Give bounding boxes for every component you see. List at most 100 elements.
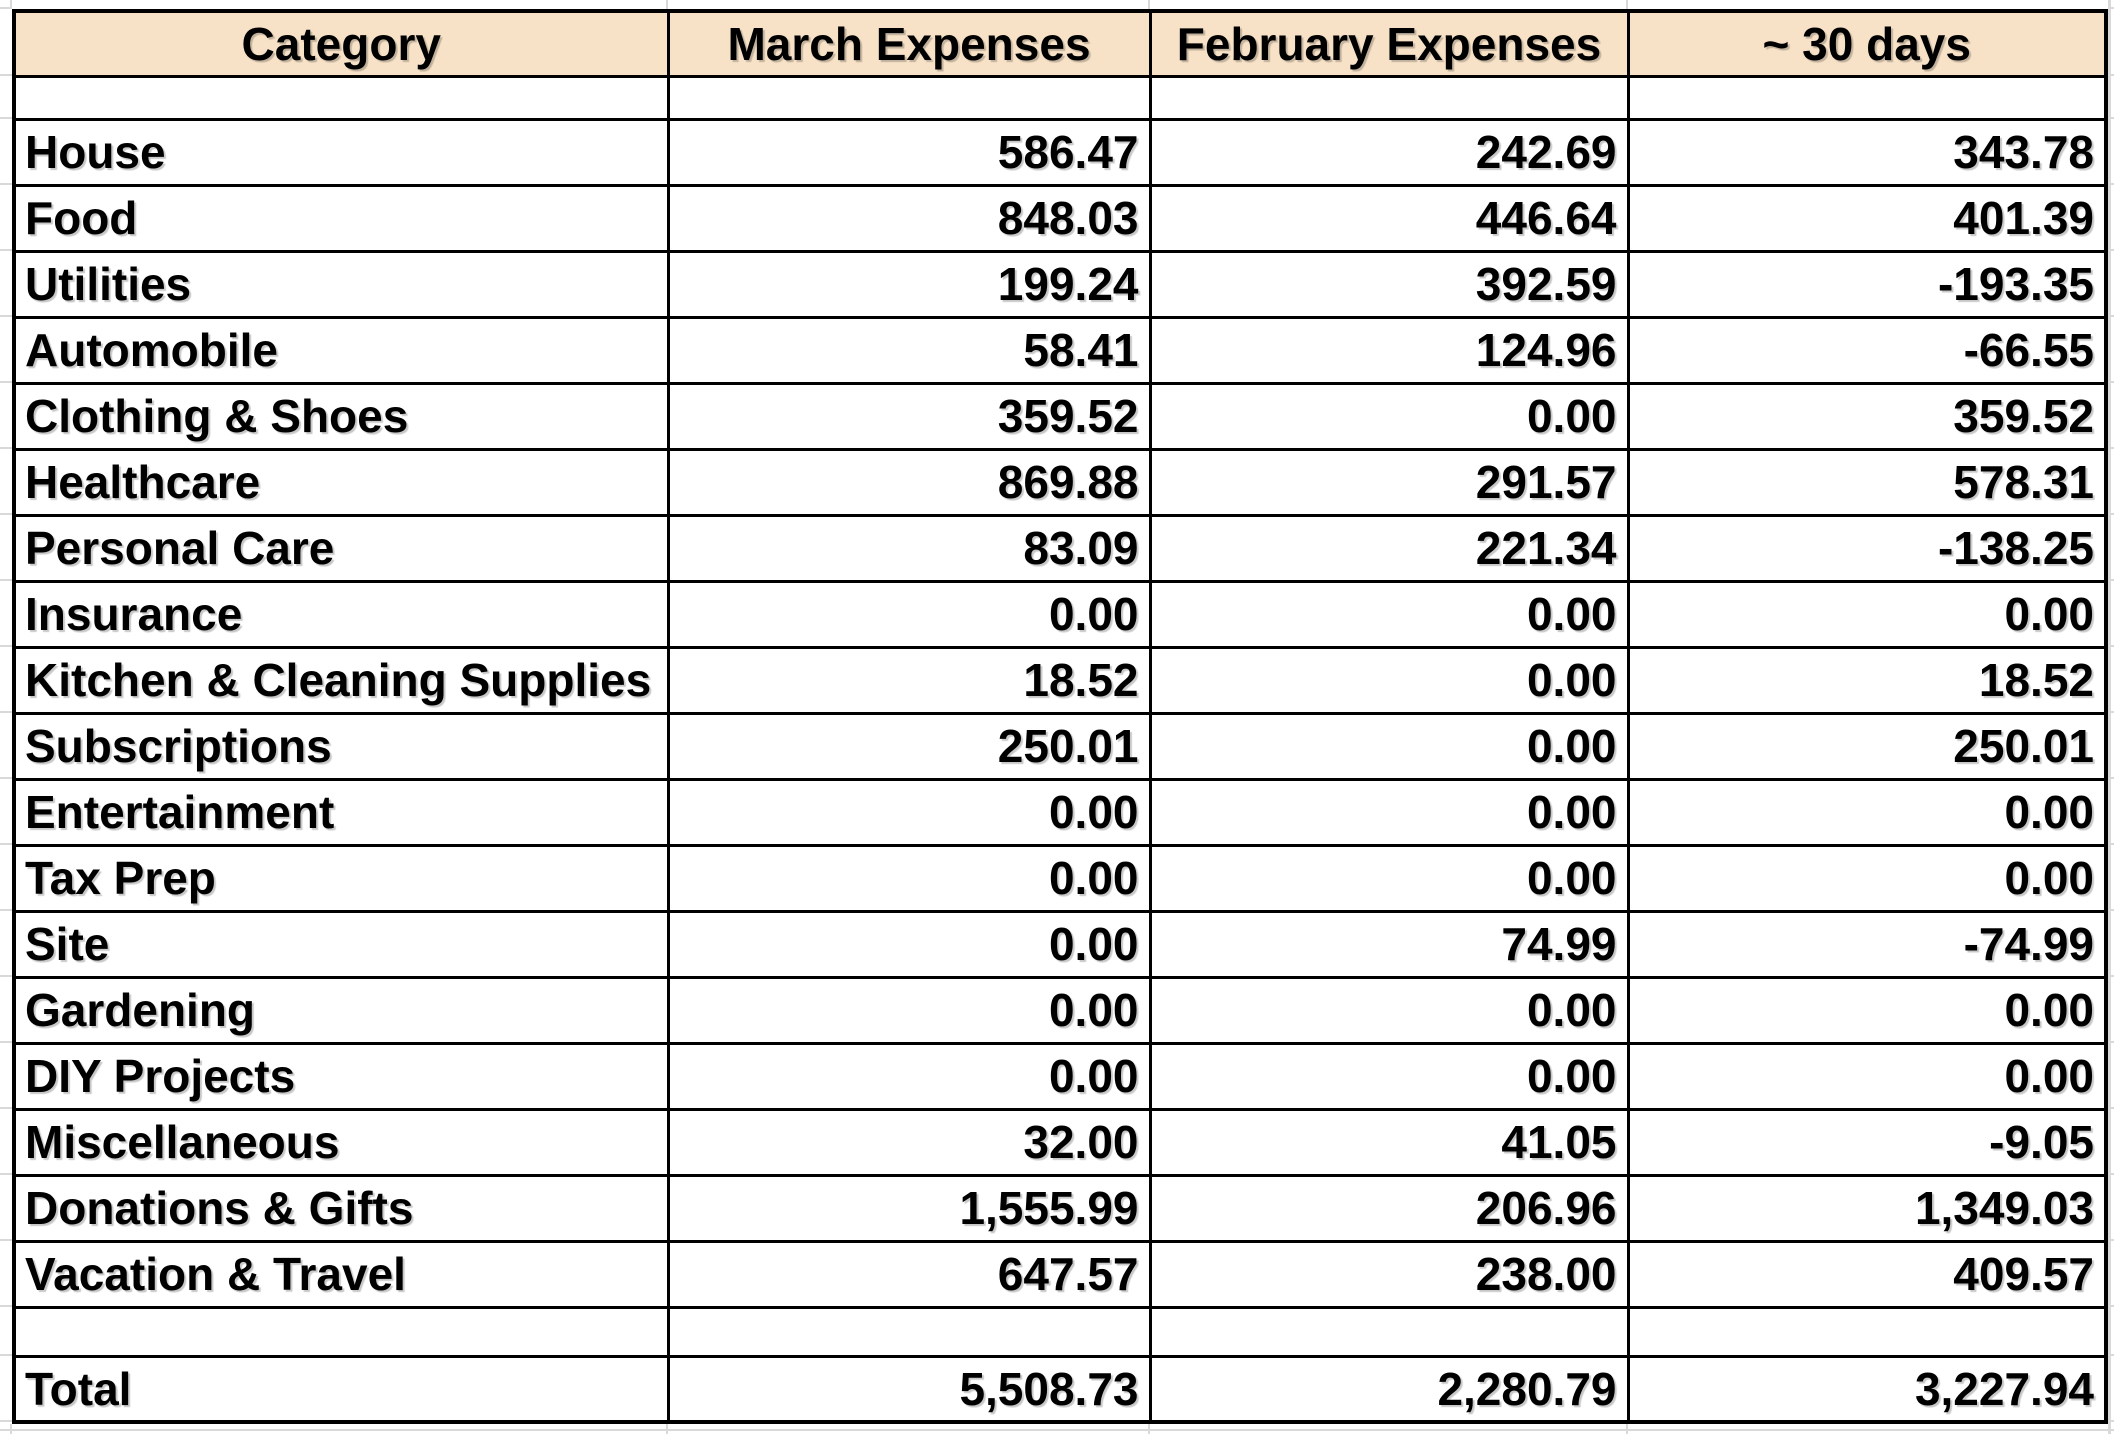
cell-category[interactable]: Utilities [12,249,670,319]
cell-30days[interactable]: 250.01 [1626,711,2108,781]
cell-30days[interactable]: 0.00 [1626,777,2108,847]
empty-cell[interactable] [1148,1305,1630,1358]
cell-30days[interactable]: -138.25 [1626,513,2108,583]
column-header-february[interactable]: February Expenses [1148,9,1630,78]
cell-category[interactable]: Insurance [12,579,670,649]
cell-30days[interactable]: -66.55 [1626,315,2108,385]
cell-category[interactable]: Donations & Gifts [12,1173,670,1243]
cell-category[interactable]: Tax Prep [12,843,670,913]
cell-february[interactable]: 2,280.79 [1148,1354,1630,1424]
cell-category[interactable]: Kitchen & Cleaning Supplies [12,645,670,715]
cell-march[interactable]: 0.00 [666,909,1152,979]
cell-february[interactable]: 446.64 [1148,183,1630,253]
cell-30days[interactable]: 0.00 [1626,579,2108,649]
cell-30days[interactable]: -9.05 [1626,1107,2108,1177]
cell-february[interactable]: 0.00 [1148,645,1630,715]
cell-february[interactable]: 392.59 [1148,249,1630,319]
cell-category[interactable]: Clothing & Shoes [12,381,670,451]
cell-february[interactable]: 0.00 [1148,1041,1630,1111]
cell-february[interactable]: 0.00 [1148,579,1630,649]
cell-category[interactable]: Food [12,183,670,253]
margin-gridline-tick [2110,843,2114,845]
cell-category[interactable]: Site [12,909,670,979]
cell-category[interactable]: Vacation & Travel [12,1239,670,1309]
cell-category[interactable]: Entertainment [12,777,670,847]
empty-cell[interactable] [1626,74,2108,121]
cell-30days[interactable]: 0.00 [1626,975,2108,1045]
cell-march[interactable]: 0.00 [666,843,1152,913]
cell-february[interactable]: 0.00 [1148,975,1630,1045]
cell-30days[interactable]: 359.52 [1626,381,2108,451]
cell-30days[interactable]: 401.39 [1626,183,2108,253]
cell-30days[interactable]: 0.00 [1626,843,2108,913]
cell-30days[interactable]: 1,349.03 [1626,1173,2108,1243]
cell-february[interactable]: 124.96 [1148,315,1630,385]
cell-february[interactable]: 0.00 [1148,711,1630,781]
cell-category[interactable]: Subscriptions [12,711,670,781]
cell-february[interactable]: 0.00 [1148,843,1630,913]
cell-category[interactable]: Healthcare [12,447,670,517]
cell-30days[interactable]: 578.31 [1626,447,2108,517]
cell-category[interactable]: DIY Projects [12,1041,670,1111]
cell-march[interactable]: 869.88 [666,447,1152,517]
cell-march[interactable]: 0.00 [666,975,1152,1045]
column-header-march[interactable]: March Expenses [666,9,1152,78]
empty-cell[interactable] [666,74,1152,121]
cell-march[interactable]: 0.00 [666,777,1152,847]
cell-march[interactable]: 0.00 [666,579,1152,649]
cell-march[interactable]: 586.47 [666,117,1152,187]
cell-february[interactable]: 221.34 [1148,513,1630,583]
cell-march[interactable]: 32.00 [666,1107,1152,1177]
cell-february[interactable]: 0.00 [1148,381,1630,451]
cell-march[interactable]: 647.57 [666,1239,1152,1309]
table-row: Clothing & Shoes 359.52 0.00 359.52 [12,381,2108,451]
cell-category[interactable]: Gardening [12,975,670,1045]
empty-cell[interactable] [1148,74,1630,121]
table-body: House 586.47 242.69 343.78 Food 848.03 446.64 4… [12,74,2108,1424]
empty-cell[interactable] [12,74,670,121]
cell-category[interactable]: Total [12,1354,670,1424]
empty-cell[interactable] [666,1305,1152,1358]
margin-gridline-tick [2110,381,2114,383]
cell-30days[interactable]: 0.00 [1626,1041,2108,1111]
table-row: Entertainment 0.00 0.00 0.00 [12,777,2108,847]
cell-30days[interactable]: 343.78 [1626,117,2108,187]
cell-february[interactable]: 238.00 [1148,1239,1630,1309]
table-row: Food 848.03 446.64 401.39 [12,183,2108,253]
margin-gridline-tick [2110,315,2114,317]
cell-march[interactable]: 250.01 [666,711,1152,781]
margin-gridline-tick [0,645,12,647]
cell-category[interactable]: Personal Care [12,513,670,583]
cell-february[interactable]: 74.99 [1148,909,1630,979]
cell-february[interactable]: 242.69 [1148,117,1630,187]
cell-february[interactable]: 291.57 [1148,447,1630,517]
cell-30days[interactable]: 3,227.94 [1626,1354,2108,1424]
margin-gridline-tick [2110,1354,2114,1356]
cell-30days[interactable]: 18.52 [1626,645,2108,715]
cell-march[interactable]: 359.52 [666,381,1152,451]
cell-march[interactable]: 199.24 [666,249,1152,319]
cell-february[interactable]: 206.96 [1148,1173,1630,1243]
cell-category[interactable]: Miscellaneous [12,1107,670,1177]
cell-march[interactable]: 58.41 [666,315,1152,385]
cell-category[interactable]: Automobile [12,315,670,385]
cell-march[interactable]: 5,508.73 [666,1354,1152,1424]
margin-gridline-tick [0,975,12,977]
margin-gridline-tick [2110,711,2114,713]
column-header-30days[interactable]: ~ 30 days [1626,9,2108,78]
cell-category[interactable]: House [12,117,670,187]
cell-february[interactable]: 0.00 [1148,777,1630,847]
cell-march[interactable]: 83.09 [666,513,1152,583]
cell-march[interactable]: 1,555.99 [666,1173,1152,1243]
empty-cell[interactable] [12,1305,670,1358]
table-row: Kitchen & Cleaning Supplies 18.52 0.00 18.5… [12,645,2108,715]
column-header-category[interactable]: Category [12,9,670,78]
empty-cell[interactable] [1626,1305,2108,1358]
cell-30days[interactable]: 409.57 [1626,1239,2108,1309]
cell-march[interactable]: 0.00 [666,1041,1152,1111]
cell-march[interactable]: 18.52 [666,645,1152,715]
cell-30days[interactable]: -193.35 [1626,249,2108,319]
cell-march[interactable]: 848.03 [666,183,1152,253]
cell-30days[interactable]: -74.99 [1626,909,2108,979]
cell-february[interactable]: 41.05 [1148,1107,1630,1177]
